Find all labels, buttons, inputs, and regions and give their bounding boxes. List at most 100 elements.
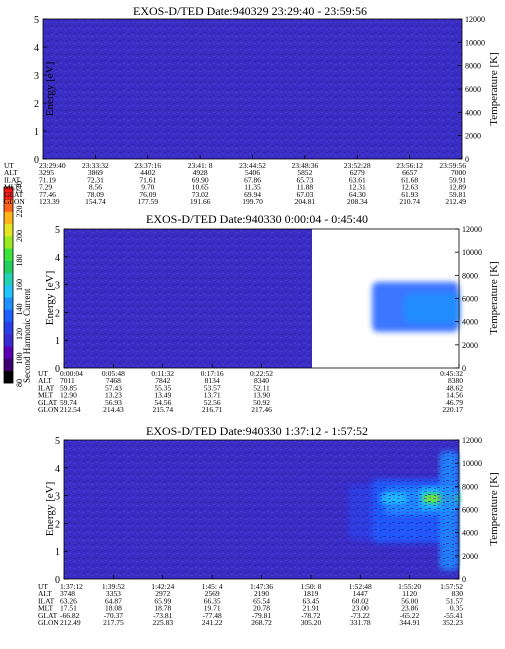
orbit-cell: 1:50: 8: [300, 582, 321, 591]
orbit-cell: 8340: [254, 376, 269, 385]
panel-2-features: [372, 281, 459, 332]
orbit-cell: 23:37:16: [134, 161, 161, 170]
orbit-cell: 23:44:52: [239, 161, 266, 170]
orbit-cell: 241.22: [202, 618, 223, 627]
orbit-cell: 1447: [353, 589, 368, 598]
orbit-cell: 7.29: [39, 183, 52, 192]
orbit-cell: 216.71: [202, 405, 223, 414]
colorbar-ticks: 80 100 120 140 160 180 200 220 240: [15, 181, 24, 387]
orbit-cell: 13.23: [105, 391, 122, 400]
orbit-cell: 0:05:48: [102, 369, 125, 378]
y-tick-label: 0: [55, 364, 60, 375]
colorbar-tick-label: 240: [15, 181, 24, 193]
y-tick-label: 5: [55, 436, 60, 447]
colorbar-cell: [4, 334, 13, 347]
orbit-cell: 305.20: [301, 618, 322, 627]
orbit-row-label: GLAT: [38, 611, 58, 620]
y2-tick-label: 4000: [462, 529, 478, 538]
y2-tick-label: 2000: [465, 132, 481, 141]
orbit-row-label: ALT: [38, 589, 52, 598]
orbit-cell: 78.09: [87, 190, 104, 199]
orbit-cell: 2190: [254, 589, 269, 598]
orbit-cell: 52.11: [253, 383, 270, 392]
orbit-cell: 1819: [303, 589, 318, 598]
colorbar-cell: [4, 285, 13, 298]
colorbar-cell: [4, 211, 13, 225]
y-tick-label: 5: [34, 15, 39, 26]
orbit-row-label: ILAT: [38, 596, 55, 605]
y2-tick-label: 8000: [462, 482, 478, 491]
panel-3-title: EXOS-D/TED Date:940330 1:37:12 - 1:57:52: [146, 424, 368, 438]
y-tick-label: 4: [55, 253, 60, 264]
orbit-cell: 7468: [106, 376, 121, 385]
colorbar-cell: [4, 370, 13, 384]
orbit-cell: 5406: [245, 168, 260, 177]
orbit-cell: -65.22: [400, 611, 420, 620]
orbit-cell: 12.31: [349, 183, 366, 192]
orbit-cell: 67.03: [296, 190, 313, 199]
y-tick-label: 1: [55, 336, 60, 347]
panel-1-y2-axis: 0 2000 4000 6000 8000 10000 12000: [458, 15, 485, 164]
orbit-cell: 12.89: [449, 183, 466, 192]
orbit-cell: -55.41: [444, 611, 464, 620]
orbit-cell: 331.78: [350, 618, 371, 627]
colorbar-cell: [4, 358, 13, 372]
y2-tick-label: 12000: [462, 436, 482, 445]
orbit-cell: 830: [452, 589, 464, 598]
orbit-cell: 64.87: [105, 596, 122, 605]
colorbar-tick-label: 80: [15, 379, 24, 387]
orbit-cell: 212.49: [445, 197, 466, 206]
panel-2-ylabel: Energy [eV]: [44, 271, 56, 325]
orbit-cell: 55.35: [154, 383, 171, 392]
orbit-cell: 51.57: [446, 596, 463, 605]
orbit-cell: 212.49: [60, 618, 81, 627]
orbit-cell: 7011: [60, 376, 75, 385]
y2-tick-label: 6000: [462, 506, 478, 515]
orbit-cell: 18.78: [154, 604, 171, 613]
colorbar-tick-label: 160: [15, 279, 24, 291]
panel-3-ylabel: Energy [eV]: [44, 482, 56, 536]
intensity-region: [403, 292, 459, 324]
panel-3-y-axis: 0 1 2 3 4 5: [55, 436, 68, 586]
orbit-cell: 61.68: [401, 175, 418, 184]
orbit-cell: -73.81: [153, 611, 173, 620]
orbit-cell: 23:52:28: [344, 161, 371, 170]
y2-tick-label: 12000: [462, 225, 482, 234]
colorbar-cell: [4, 346, 13, 359]
orbit-row-label: ILAT: [38, 383, 55, 392]
orbit-cell: 11.35: [244, 183, 261, 192]
orbit-cell: 23:41: 8: [188, 161, 213, 170]
orbit-cell: 69.94: [244, 190, 261, 199]
orbit-cell: 23:29:40: [39, 161, 66, 170]
orbit-cell: 9.70: [141, 183, 154, 192]
orbit-cell: 65.73: [296, 175, 313, 184]
y2-tick-label: 0: [462, 364, 466, 373]
orbit-cell: 11.88: [297, 183, 314, 192]
y2-tick-label: 10000: [462, 248, 482, 257]
y2-tick-label: 2000: [462, 341, 478, 350]
panel-2-y2-axis: 0 2000 4000 6000 8000 10000 12000: [455, 225, 482, 373]
orbit-cell: 344.91: [399, 618, 420, 627]
colorbar-cell: [4, 297, 13, 310]
orbit-cell: 50.92: [253, 398, 270, 407]
orbit-cell: 63.45: [302, 596, 319, 605]
orbit-cell: 212.54: [60, 405, 81, 414]
orbit-cell: 3295: [39, 168, 54, 177]
y-tick-label: 1: [55, 547, 60, 558]
orbit-cell: 217.75: [103, 618, 124, 627]
orbit-cell: 19.71: [204, 604, 221, 613]
orbit-cell: 268.72: [251, 618, 272, 627]
orbit-row-label: MLT: [38, 391, 54, 400]
colorbar-cell: [4, 236, 13, 249]
panel-1-ylabel: Energy [eV]: [44, 62, 56, 116]
orbit-cell: 64.30: [349, 190, 366, 199]
orbit-cell: 63.61: [349, 175, 366, 184]
orbit-cell: -79.81: [252, 611, 272, 620]
orbit-cell: 0:11:32: [151, 369, 174, 378]
orbit-cell: 4402: [140, 168, 155, 177]
orbit-cell: 8134: [205, 376, 220, 385]
orbit-cell: 14.56: [446, 391, 463, 400]
y-tick-label: 3: [34, 71, 39, 82]
y2-tick-label: 8000: [462, 271, 478, 280]
orbit-cell: 69.90: [192, 175, 209, 184]
